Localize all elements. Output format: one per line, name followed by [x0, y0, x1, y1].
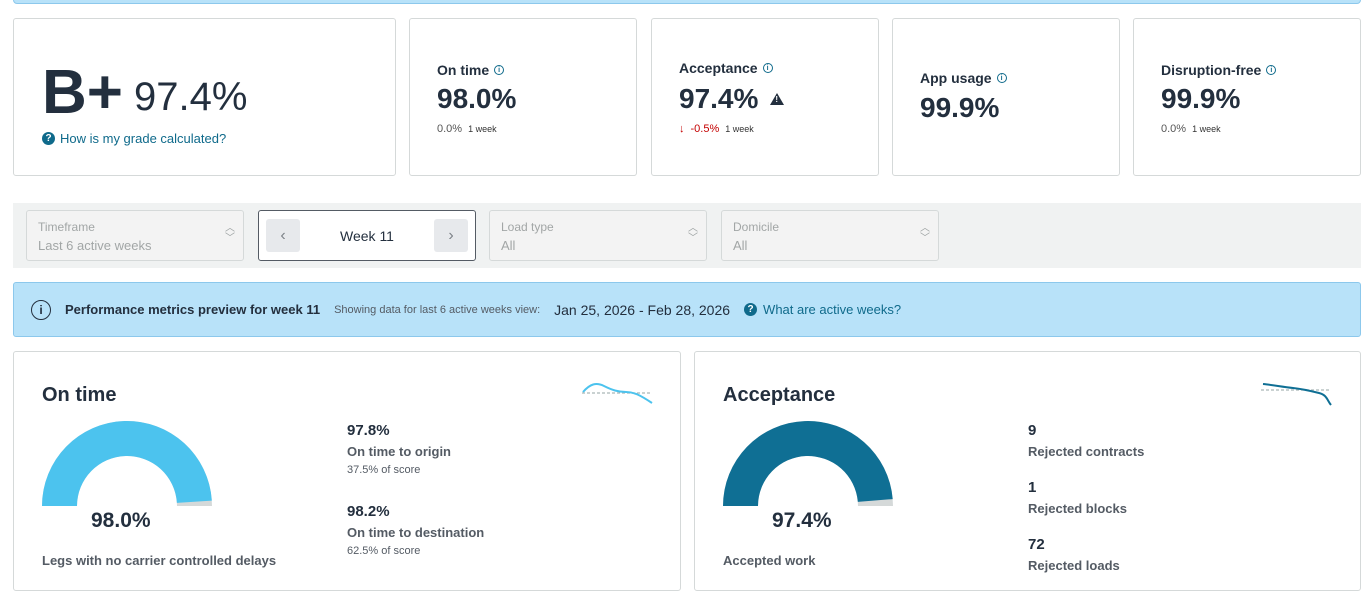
filter-bar: Timeframe Last 6 active weeks ︿ ﹀ ‹ Week … [13, 203, 1361, 268]
on-time-label: On time i [437, 62, 505, 78]
timeframe-label: Timeframe [38, 220, 95, 234]
acceptance-gauge-caption: Accepted work [723, 553, 816, 568]
acceptance-change-value: -0.5% [690, 123, 720, 135]
acceptance-gauge [723, 420, 893, 506]
stat-rejected-loads: 72 Rejected loads [1028, 536, 1120, 573]
domicile-value: All [733, 238, 748, 253]
acceptance-panel: Acceptance 97.4% Accepted work 9 Rejecte… [694, 351, 1361, 591]
stat-value: 97.8% [347, 422, 390, 439]
stat-value: 9 [1028, 422, 1037, 439]
stat-value: 98.2% [347, 503, 390, 520]
app-usage-card[interactable]: App usage i 99.9% [892, 18, 1120, 176]
info-icon: i [31, 299, 51, 320]
timeframe-select[interactable]: Timeframe Last 6 active weeks ︿ ﹀ [26, 210, 244, 261]
app-usage-label: App usage i [920, 70, 1007, 86]
stat-on-time-origin: 97.8% On time to origin 37.5% of score [347, 422, 451, 476]
on-time-change-period: 1 week [468, 124, 497, 134]
disruption-free-label-text: Disruption-free [1161, 62, 1262, 78]
app-usage-value: 99.9% [920, 92, 999, 124]
on-time-change-value: 0.0% [437, 123, 463, 135]
next-week-button[interactable]: › [434, 219, 468, 252]
disruption-free-change-period: 1 week [1192, 124, 1221, 134]
load-type-select[interactable]: Load type All ︿ ﹀ [489, 210, 707, 261]
grade-calculation-link[interactable]: ? How is my grade calculated? [42, 131, 226, 146]
stat-sub: 62.5% of score [347, 545, 421, 557]
info-icon[interactable]: i [1266, 65, 1277, 75]
on-time-value: 98.0% [437, 83, 516, 115]
on-time-label-text: On time [437, 62, 490, 78]
warning-icon: ! [770, 93, 785, 105]
disruption-free-value-text: 99.9% [1161, 83, 1241, 114]
app-usage-value-text: 99.9% [920, 92, 1000, 123]
week-label: Week 11 [340, 228, 394, 244]
question-icon: ? [744, 303, 758, 316]
grade-percent: 97.4% [134, 75, 248, 119]
chevron-updown-icon: ︿ ﹀ [688, 223, 698, 244]
disruption-free-change: 0.0% 1 week [1161, 123, 1221, 135]
on-time-gauge-value: 98.0% [91, 509, 151, 532]
acceptance-card[interactable]: Acceptance i 97.4% ! ↓ -0.5% 1 week [651, 18, 879, 176]
acceptance-value-text: 97.4% [679, 83, 759, 114]
on-time-panel: On time 98.0% Legs with no carrier contr… [13, 351, 681, 591]
disruption-free-value: 99.9% [1161, 83, 1240, 115]
acceptance-panel-title: Acceptance [723, 384, 836, 406]
stat-value: 72 [1028, 536, 1045, 553]
disruption-free-label: Disruption-free i [1161, 62, 1277, 78]
question-icon: ? [42, 132, 55, 145]
chevron-updown-icon: ︿ ﹀ [225, 223, 235, 244]
domicile-label: Domicile [733, 220, 780, 234]
on-time-card[interactable]: On time i 98.0% 0.0% 1 week [409, 18, 637, 176]
stat-rejected-contracts: 9 Rejected contracts [1028, 422, 1144, 459]
acceptance-change: ↓ -0.5% 1 week [679, 123, 754, 135]
active-weeks-link-label: What are active weeks? [763, 302, 902, 317]
on-time-sparkline [582, 383, 653, 404]
top-banner-edge [13, 0, 1361, 4]
acceptance-sparkline [1261, 383, 1332, 406]
stat-label: Rejected loads [1028, 558, 1120, 573]
on-time-panel-title: On time [42, 384, 117, 406]
on-time-gauge-caption: Legs with no carrier controlled delays [42, 553, 277, 568]
stat-label: On time to destination [347, 525, 485, 540]
previous-week-button[interactable]: ‹ [266, 219, 300, 252]
disruption-free-card[interactable]: Disruption-free i 99.9% 0.0% 1 week [1133, 18, 1361, 176]
grade-letter: B+ [42, 58, 123, 127]
stat-on-time-destination: 98.2% On time to destination 62.5% of sc… [347, 503, 484, 557]
disruption-free-change-value: 0.0% [1161, 123, 1187, 135]
chevron-updown-icon: ︿ ﹀ [920, 223, 930, 244]
load-type-value: All [501, 238, 516, 253]
domicile-select[interactable]: Domicile All ︿ ﹀ [721, 210, 939, 261]
banner-date-range: Jan 25, 2026 - Feb 28, 2026 [554, 301, 731, 318]
stat-label: Rejected contracts [1028, 444, 1145, 459]
acceptance-label: Acceptance i [679, 60, 773, 76]
on-time-value-text: 98.0% [437, 83, 517, 114]
stat-label: On time to origin [347, 444, 451, 459]
info-icon[interactable]: i [996, 73, 1007, 83]
stat-value: 1 [1028, 479, 1037, 496]
info-icon[interactable]: i [762, 63, 773, 73]
app-usage-label-text: App usage [920, 70, 992, 86]
acceptance-label-text: Acceptance [679, 60, 758, 76]
stat-sub: 37.5% of score [347, 464, 421, 476]
grade-card: B+ 97.4% ? How is my grade calculated? [13, 18, 396, 176]
on-time-gauge [42, 420, 212, 506]
load-type-label: Load type [501, 220, 554, 234]
stat-rejected-blocks: 1 Rejected blocks [1028, 479, 1127, 516]
banner-title: Performance metrics preview for week 11 [65, 302, 321, 317]
info-icon[interactable]: i [494, 65, 505, 75]
preview-banner: i Performance metrics preview for week 1… [13, 282, 1361, 337]
grade-link-label: How is my grade calculated? [60, 131, 227, 146]
acceptance-gauge-value: 97.4% [772, 509, 832, 532]
banner-showing-text: Showing data for last 6 active weeks vie… [334, 303, 541, 316]
acceptance-change-period: 1 week [725, 124, 754, 134]
acceptance-value: 97.4% ! [679, 83, 785, 115]
week-navigator: ‹ Week 11 › [258, 210, 476, 261]
active-weeks-link[interactable]: ? What are active weeks? [744, 302, 901, 317]
arrow-down-icon: ↓ [679, 123, 685, 135]
on-time-change: 0.0% 1 week [437, 123, 497, 135]
timeframe-value: Last 6 active weeks [38, 238, 152, 253]
stat-label: Rejected blocks [1028, 501, 1127, 516]
